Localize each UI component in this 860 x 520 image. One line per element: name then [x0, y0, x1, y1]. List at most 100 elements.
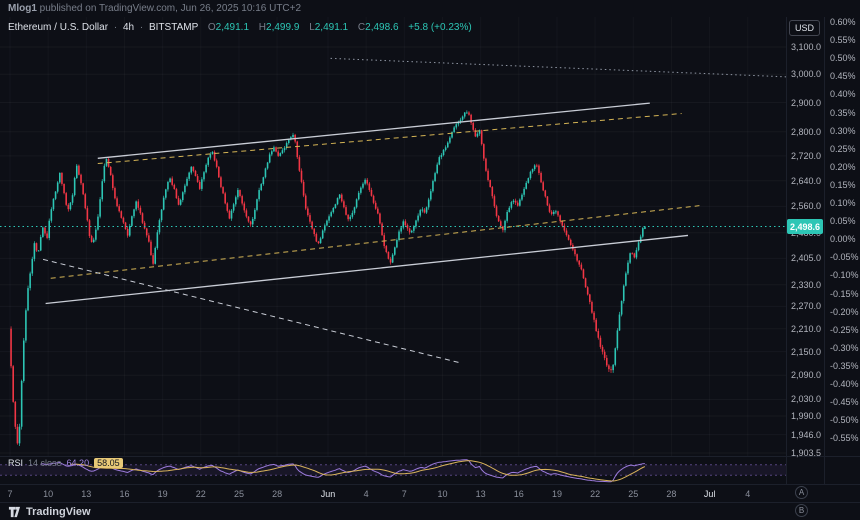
channel-bottom-line[interactable] [45, 234, 689, 305]
percent-axis-label: -0.45% [830, 397, 859, 408]
price-axis-label: 3,100.0 [791, 42, 822, 52]
time-axis-label[interactable]: Jun [320, 489, 336, 499]
time-axis-label[interactable]: 10 [43, 489, 54, 499]
percent-axis-label: 0.55% [830, 35, 856, 46]
tradingview-logo-icon [8, 506, 21, 518]
chart-legend[interactable]: Ethereum / U.S. Dollar · 4h · BITSTAMP O… [8, 22, 472, 33]
low-value: 2,491.1 [314, 22, 349, 33]
top-dotted-line[interactable] [330, 57, 793, 78]
tradingview-logo[interactable]: TradingView [8, 505, 91, 518]
exchange-label[interactable]: BITSTAMP [148, 22, 199, 33]
time-axis-label[interactable]: 10 [437, 489, 448, 499]
percent-axis-label: 0.20% [830, 161, 856, 172]
time-axis-label[interactable]: 13 [81, 489, 92, 499]
grid-lines [0, 46, 786, 454]
price-axis-label: 2,800.0 [791, 126, 822, 137]
price-axis-label: 2,210.0 [791, 323, 822, 334]
percent-axis-label: -0.30% [830, 342, 859, 353]
time-axis-label[interactable]: 16 [513, 489, 524, 499]
price-axis-label: 1,990.0 [791, 411, 822, 421]
percent-axis-label: 0.00% [830, 234, 856, 245]
time-axis-label[interactable]: 4 [363, 489, 369, 499]
rsi-title[interactable]: RSI [8, 458, 24, 468]
time-axis-label[interactable]: 28 [272, 489, 283, 499]
publisher-username: Mlog1 [8, 3, 37, 14]
low-label: L [309, 22, 315, 33]
yellow-mid-dashed[interactable] [50, 205, 700, 279]
time-axis[interactable]: 7 10 13 16 19 22 25 28 Jun 4 7 10 13 16 19 22 25 28 Jul 4 [0, 484, 860, 502]
interval-label[interactable]: 4h [122, 22, 135, 33]
time-axis-label[interactable]: 28 [666, 489, 677, 499]
time-axis-label[interactable]: 4 [745, 489, 751, 499]
time-axis-label[interactable]: 19 [157, 489, 168, 499]
price-axis-label: 2,640.0 [791, 175, 822, 186]
percent-axis-label: 0.10% [830, 198, 856, 208]
rsi-ma-value: 58.05 [94, 458, 123, 468]
legend-separator: · [113, 22, 118, 33]
time-axis-label[interactable]: 22 [195, 489, 206, 499]
percent-axis-label: 0.05% [830, 216, 856, 227]
percent-axis-label: 0.60% [830, 17, 856, 27]
price-axis-label: 1,946.0 [791, 429, 822, 440]
yellow-upper-dashed[interactable] [97, 113, 682, 165]
percent-axis-label: -0.25% [830, 324, 859, 335]
time-axis-label[interactable]: 7 [7, 489, 13, 499]
price-axis-label: 2,330.0 [791, 279, 822, 290]
percent-axis-label: 0.30% [830, 125, 856, 136]
rsi-params: 14 close [28, 458, 62, 468]
high-value: 2,499.9 [266, 22, 300, 33]
rsi-legend[interactable]: RSI 14 close 64.20 58.05 [8, 458, 123, 468]
percent-axis-label: 0.50% [830, 53, 856, 64]
percent-axis-label: 0.15% [830, 179, 856, 190]
percent-axis-label: -0.15% [830, 288, 859, 299]
percent-axis-label: -0.40% [830, 379, 859, 389]
price-axis-label: 2,090.0 [791, 370, 822, 381]
percent-axis-label: -0.05% [830, 252, 859, 263]
percent-axis-label: 0.40% [830, 89, 856, 100]
price-axis-label: 2,560.0 [791, 201, 822, 212]
time-axis-label[interactable]: 16 [119, 489, 130, 499]
bottom-toolbar: TradingView [0, 502, 860, 520]
price-axis-label: 3,000.0 [791, 69, 822, 80]
time-axis-label[interactable]: 25 [233, 489, 244, 499]
percent-axis[interactable]: 0.60% 0.55% 0.50% 0.45% 0.40% 0.35% 0.30% 0.25%… [824, 17, 860, 484]
percent-axis-label: -0.35% [830, 360, 859, 371]
price-axis[interactable]: 3,100.0 3,000.0 2,900.0 2,800.0 2,720.0 2,640… [786, 17, 824, 484]
time-axis-label[interactable]: Jul [703, 489, 716, 499]
close-label: C [357, 22, 366, 33]
time-axis-label[interactable]: 19 [551, 489, 562, 499]
legend-separator: · [139, 22, 144, 33]
time-axis-label[interactable]: 25 [628, 489, 639, 499]
trendline-drawings[interactable] [0, 57, 793, 364]
white-descending-dashed[interactable] [42, 258, 460, 364]
price-axis-label: 2,150.0 [791, 346, 822, 357]
rsi-value: 64.20 [66, 458, 90, 468]
price-axis-label: 2,270.0 [791, 301, 822, 312]
percent-axis-label: -0.20% [830, 306, 859, 317]
marker-a[interactable]: A [795, 486, 808, 499]
time-axis-label[interactable]: 22 [590, 489, 601, 499]
open-value: 2,491.1 [215, 22, 250, 33]
channel-top-line[interactable] [97, 102, 650, 159]
high-label: H [258, 22, 267, 33]
marker-b[interactable]: B [795, 504, 808, 517]
current-price-badge: 2,498.6 [787, 219, 823, 235]
price-axis-label: 1,903.5 [791, 448, 822, 458]
publisher-bar: Mlog1 published on TradingView.com, Jun … [8, 3, 301, 14]
rsi-plot [0, 459, 786, 483]
percent-axis-label: 0.45% [830, 71, 856, 82]
percent-axis-label: -0.10% [830, 270, 859, 281]
close-value: 2,498.6 [365, 22, 399, 33]
time-axis-label[interactable]: 7 [401, 489, 407, 499]
time-axis-label[interactable]: 13 [475, 489, 486, 499]
percent-axis-label: -0.50% [830, 415, 859, 426]
open-label: O [207, 22, 216, 33]
symbol-title[interactable]: Ethereum / U.S. Dollar [8, 22, 109, 33]
currency-toggle-button[interactable]: USD [789, 20, 820, 36]
price-axis-label: 2,720.0 [791, 150, 822, 161]
percent-axis-label: 0.35% [830, 107, 856, 118]
price-axis-label: 2,030.0 [791, 394, 822, 405]
percent-axis-label: 0.25% [830, 143, 856, 154]
